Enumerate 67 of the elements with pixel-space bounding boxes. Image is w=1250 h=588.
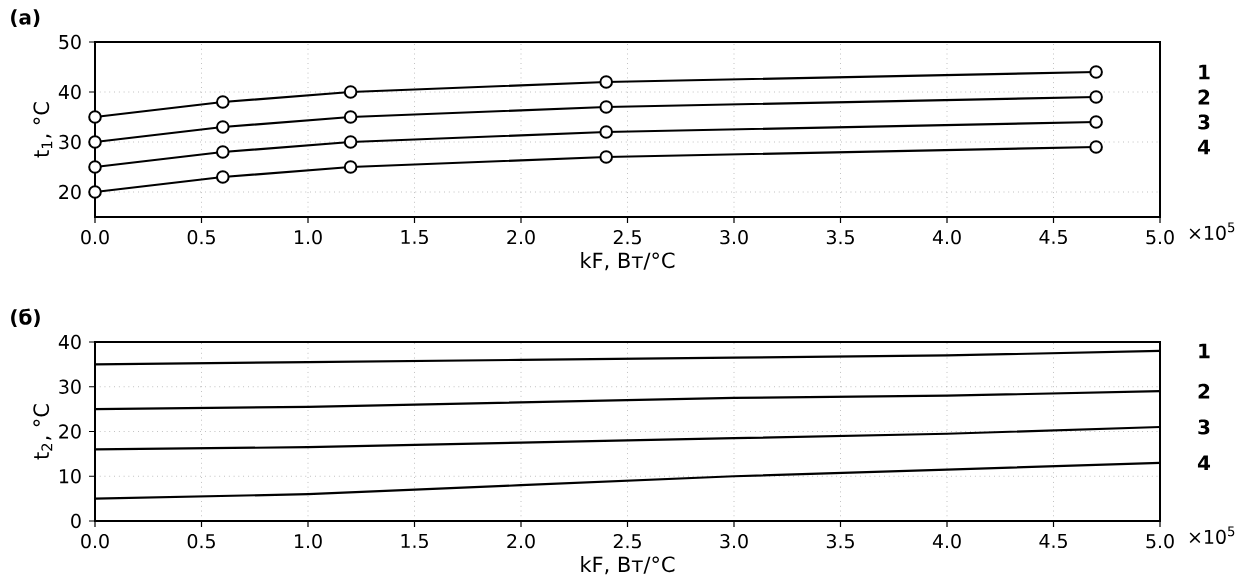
y-tick-label: 30	[59, 379, 81, 394]
point	[599, 150, 613, 164]
x-tick-label: 3.5	[826, 534, 854, 549]
x-tick-label: 0.5	[187, 230, 215, 245]
y-tick-label: 40	[58, 334, 81, 350]
x-tick-label: 4.0	[932, 230, 961, 245]
chart-title: (a)	[11, 9, 40, 27]
point	[216, 145, 230, 159]
x-tick-label: 0.5	[187, 534, 215, 549]
x-tick-label: 1.5	[401, 534, 428, 549]
point	[343, 135, 358, 149]
text: 4	[1197, 139, 1211, 155]
point	[1089, 115, 1103, 129]
series-label: 2	[1198, 383, 1210, 399]
y-tick-label: 10	[59, 469, 81, 484]
text: ×10$^{5}$	[1189, 526, 1235, 544]
point	[88, 160, 102, 174]
x-tick-label: 4.5	[1039, 534, 1067, 549]
x-tick-label: 3.5	[826, 230, 854, 245]
point	[343, 110, 358, 124]
y-tick-label: 0	[71, 513, 81, 529]
point	[88, 110, 102, 124]
y-tick-label: 20	[59, 184, 81, 200]
chart-title: (б)	[11, 308, 40, 327]
y-tick-label: 30	[59, 134, 81, 150]
x-tick-label: 1.0	[295, 230, 322, 245]
point	[1089, 90, 1103, 104]
point	[599, 100, 613, 114]
point	[216, 120, 230, 134]
x-tick-label: 3.0	[720, 534, 748, 549]
point	[1089, 65, 1103, 79]
x-tick-label: 0.0	[81, 534, 109, 549]
text: 1	[1199, 64, 1210, 80]
point	[216, 95, 230, 109]
y-tick-label: 50	[59, 34, 81, 50]
y-tick-label: 20	[59, 424, 81, 439]
point	[88, 185, 102, 199]
series-label: 1	[1199, 343, 1210, 359]
x-tick-label: 4.0	[932, 534, 961, 549]
x-tick-label: 2.5	[613, 534, 641, 549]
point	[1089, 140, 1103, 154]
point	[599, 75, 613, 89]
x-tick-label: 2.0	[507, 230, 535, 245]
point	[599, 125, 613, 139]
text: ×10$^{5}$	[1189, 222, 1235, 240]
x-tick-label: 1.5	[401, 230, 428, 245]
x-tick-label: 1.0	[295, 534, 322, 549]
x-tick-label: 0.0	[81, 230, 109, 245]
y-tick-label: 40	[58, 84, 81, 100]
x-axis-title: kF, Вт/°C	[581, 556, 675, 575]
x-tick-label: 4.5	[1039, 230, 1067, 245]
text: 3	[1198, 114, 1210, 130]
y-axis-title: t$_{1}$, °C	[33, 102, 53, 158]
x-tick-label: 2.5	[613, 230, 641, 245]
x-tick-label: 5.0	[1146, 534, 1174, 549]
series-label: 3	[1198, 419, 1210, 435]
x-tick-label: 2.0	[507, 534, 535, 549]
x-axis-title: kF, Вт/°C	[581, 252, 675, 271]
series-label: 4	[1197, 455, 1211, 471]
x-tick-label: 3.0	[720, 230, 748, 245]
point	[216, 170, 230, 184]
y-axis-title: t$_{2}$, °C	[33, 404, 53, 460]
x-tick-label: 5.0	[1146, 230, 1174, 245]
point	[88, 135, 102, 149]
point	[343, 160, 358, 174]
point	[343, 85, 358, 99]
text: 2	[1198, 89, 1210, 105]
